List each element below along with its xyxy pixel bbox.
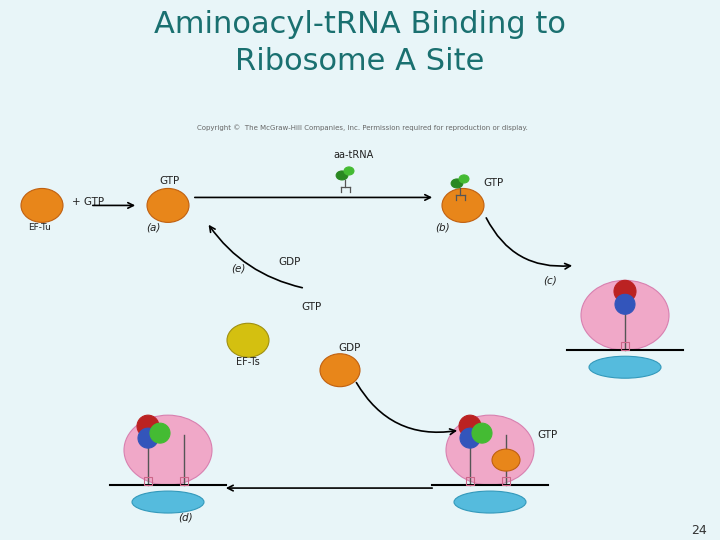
- Ellipse shape: [442, 188, 484, 222]
- Bar: [621, 342, 629, 350]
- Text: GDP: GDP: [279, 258, 301, 267]
- Ellipse shape: [581, 280, 669, 350]
- Text: GTP: GTP: [483, 178, 503, 188]
- Circle shape: [137, 415, 159, 437]
- Text: (c): (c): [543, 275, 557, 285]
- Ellipse shape: [492, 449, 520, 471]
- Circle shape: [150, 423, 170, 443]
- Text: GTP: GTP: [159, 177, 179, 186]
- Text: EF-Tu: EF-Tu: [29, 223, 51, 232]
- Bar: [180, 477, 188, 485]
- Text: GTP: GTP: [537, 430, 557, 440]
- Ellipse shape: [227, 323, 269, 357]
- Text: 24: 24: [691, 523, 707, 537]
- Ellipse shape: [454, 491, 526, 513]
- Ellipse shape: [21, 188, 63, 222]
- Text: GTP: GTP: [302, 302, 322, 312]
- Ellipse shape: [320, 354, 360, 387]
- Text: (a): (a): [146, 222, 160, 232]
- Ellipse shape: [589, 356, 661, 378]
- Ellipse shape: [147, 188, 189, 222]
- Bar: [144, 477, 152, 485]
- Circle shape: [460, 428, 480, 448]
- Text: Aminoacyl-tRNA Binding to
Ribosome A Site: Aminoacyl-tRNA Binding to Ribosome A Sit…: [154, 10, 566, 76]
- Text: aa-tRNA: aa-tRNA: [333, 151, 373, 160]
- Ellipse shape: [451, 179, 463, 188]
- Circle shape: [138, 428, 158, 448]
- Ellipse shape: [344, 167, 354, 175]
- Circle shape: [615, 294, 635, 314]
- Text: Copyright ©  The McGraw-Hill Companies, Inc. Permission required for reproductio: Copyright © The McGraw-Hill Companies, I…: [197, 124, 528, 131]
- Text: EF-Ts: EF-Ts: [236, 357, 260, 367]
- Text: GDP: GDP: [339, 343, 361, 353]
- Text: (e): (e): [231, 264, 246, 273]
- Circle shape: [459, 415, 481, 437]
- Ellipse shape: [336, 171, 348, 180]
- Circle shape: [472, 423, 492, 443]
- Text: + GTP: + GTP: [72, 198, 104, 207]
- Ellipse shape: [132, 491, 204, 513]
- Text: (d): (d): [179, 512, 193, 522]
- Text: (b): (b): [436, 222, 450, 232]
- Bar: [466, 477, 474, 485]
- Bar: [502, 477, 510, 485]
- Ellipse shape: [446, 415, 534, 485]
- Ellipse shape: [459, 175, 469, 183]
- Circle shape: [614, 280, 636, 302]
- Ellipse shape: [124, 415, 212, 485]
